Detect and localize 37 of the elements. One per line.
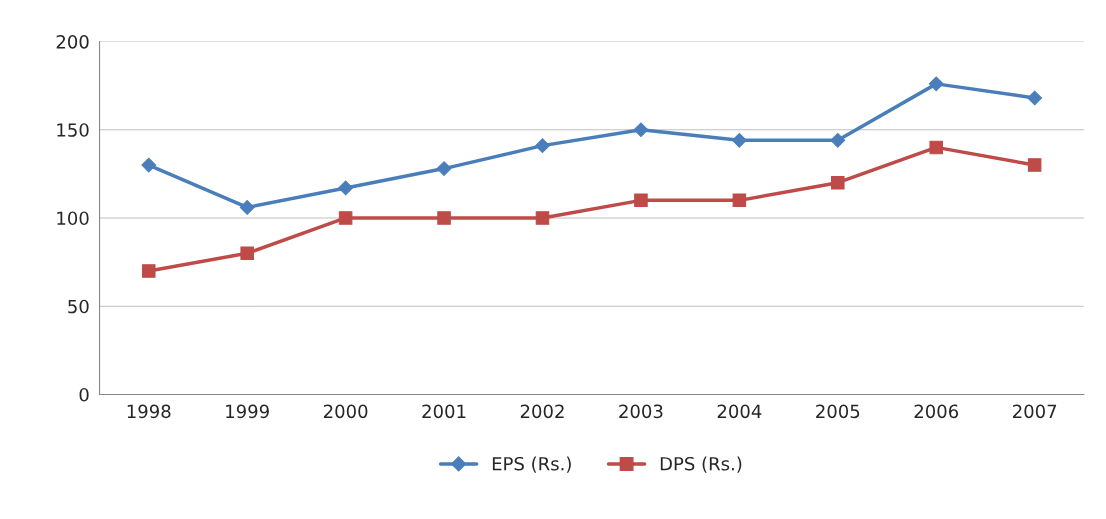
point — [141, 264, 156, 278]
legend-label: DPS (Rs.) — [660, 456, 742, 473]
point — [535, 211, 550, 225]
point — [338, 211, 353, 225]
point — [732, 193, 747, 208]
y-tick-label: 200 — [56, 34, 89, 49]
y-tick-label: 150 — [57, 123, 89, 137]
point — [240, 246, 254, 261]
point — [633, 122, 649, 138]
point — [1027, 90, 1043, 106]
x-tick-label: 2007 — [1013, 404, 1057, 419]
x-tick-label: 2004 — [717, 404, 762, 419]
y-tick-label: 50 — [68, 299, 89, 314]
point — [831, 175, 845, 190]
x-tick-label: 2005 — [816, 404, 860, 419]
point — [929, 140, 943, 155]
point — [634, 193, 648, 208]
point — [437, 211, 451, 225]
point — [535, 138, 550, 154]
x-tick-label: 2001 — [422, 404, 466, 419]
point — [830, 132, 846, 148]
point — [141, 157, 157, 173]
point — [436, 161, 452, 176]
legend-label: EPS (Rs.) — [492, 456, 571, 473]
point — [928, 76, 944, 92]
y-tick-label: 100 — [57, 211, 89, 226]
point — [239, 200, 255, 215]
y-tick-label: 0 — [79, 387, 89, 402]
x-tick-label: 2003 — [619, 404, 663, 419]
x-tick-label: 2006 — [914, 404, 959, 419]
point — [338, 180, 354, 196]
x-tick-label: 1999 — [226, 404, 269, 419]
point — [731, 132, 747, 148]
x-tick-label: 2002 — [520, 404, 564, 419]
point — [1027, 158, 1042, 172]
x-tick-label: 2000 — [323, 404, 368, 419]
x-tick-label: 1998 — [127, 404, 171, 419]
